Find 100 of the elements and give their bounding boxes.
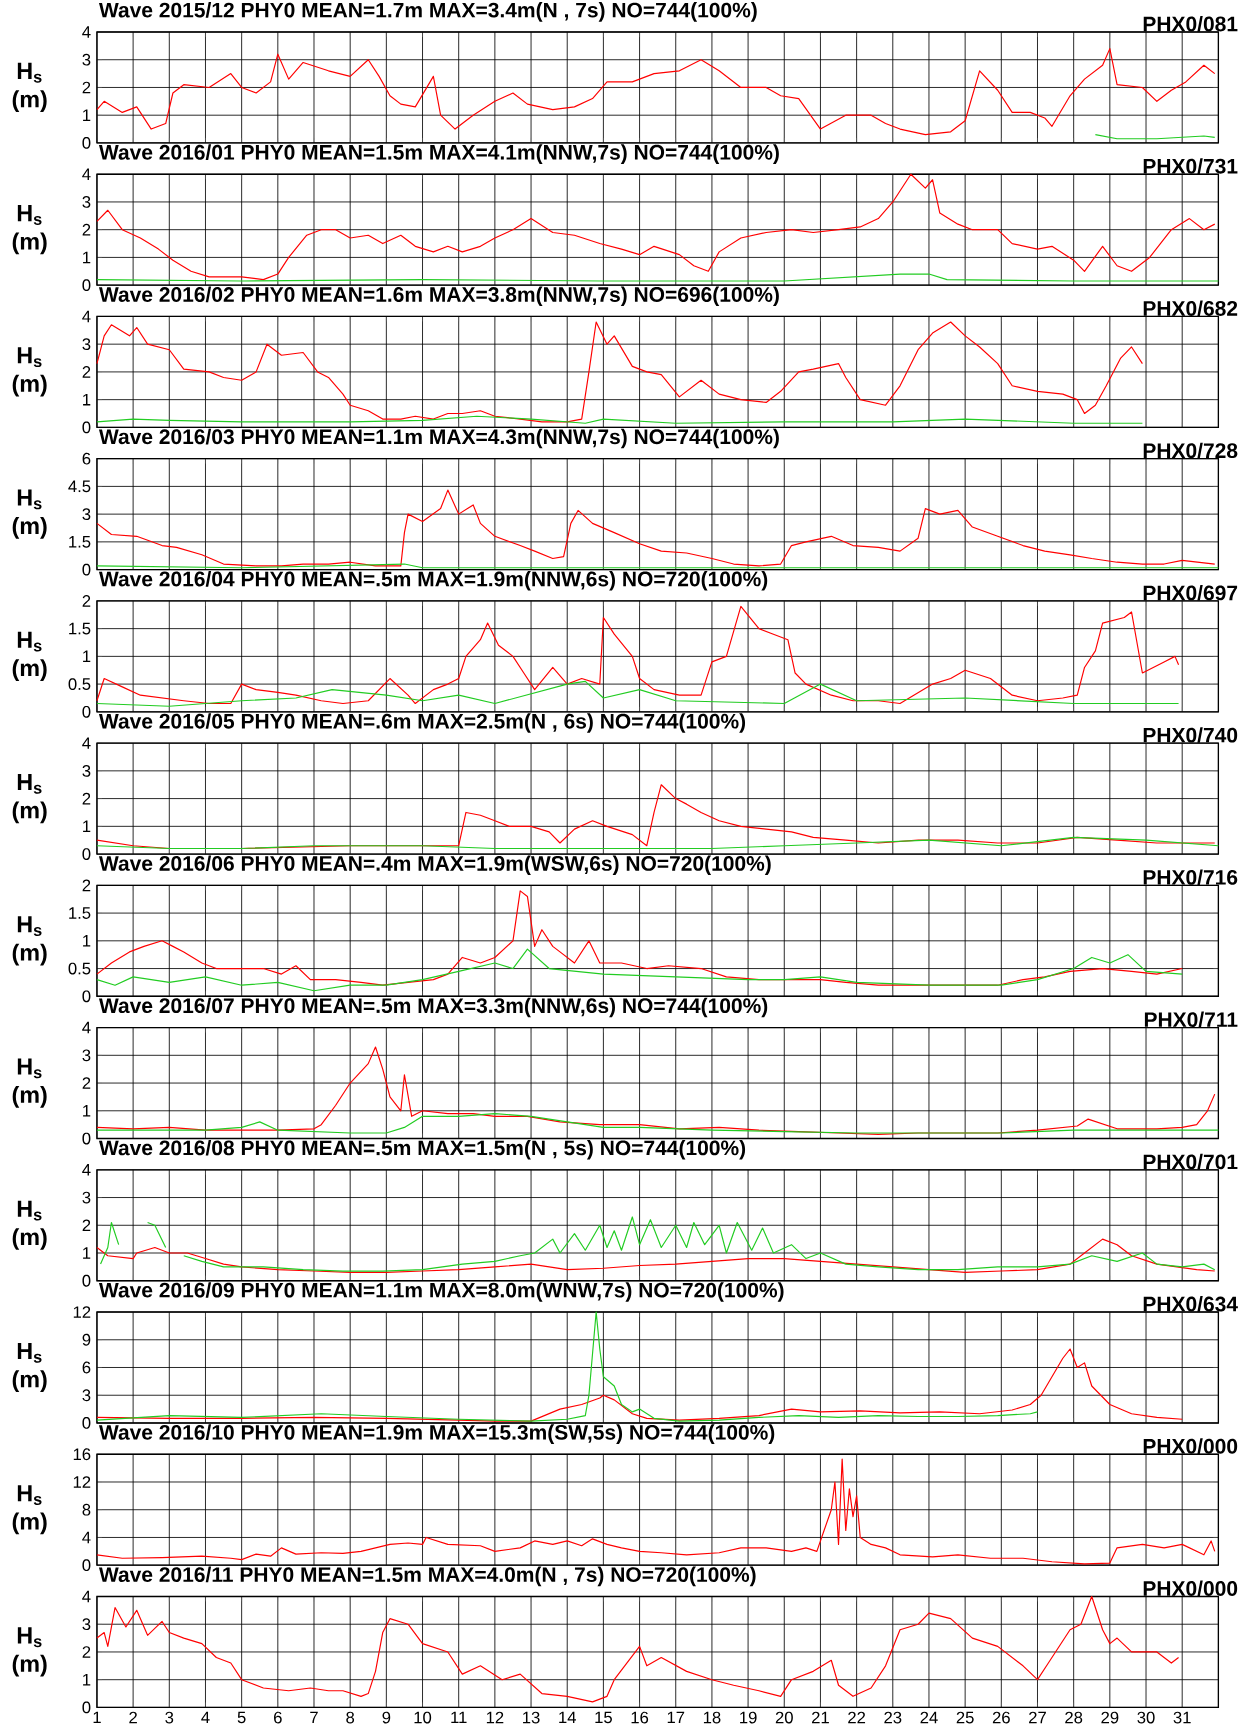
y-tick-label: 0 (82, 1559, 91, 1572)
chart-subtitle: PHX0/740 (1143, 727, 1237, 743)
x-tick-label: 19 (739, 1711, 757, 1724)
y-tick-label: 2 (82, 1646, 91, 1658)
y-tick-label: 0 (82, 1417, 91, 1429)
y-tick-label: 3 (82, 196, 91, 208)
x-tick-label: 9 (382, 1711, 391, 1724)
x-tick-label: 25 (956, 1711, 974, 1724)
y-tick-label: 4 (82, 1021, 91, 1034)
chart-subtitle: PHX0/000 (1143, 1580, 1237, 1597)
chart-subtitle: PHX0/682 (1143, 300, 1237, 317)
y-tick-label: 4 (82, 737, 91, 749)
x-tick-label: 8 (346, 1711, 354, 1724)
y-tick-label: 3 (82, 1191, 91, 1204)
y-tick-label: 0.5 (68, 678, 91, 690)
chart-title: Wave 2015/12 PHY0 MEAN=1.7m MAX=3.4m(N , 7s) NO=744(100%) (98, 2, 757, 22)
y-tick-label: 0 (82, 705, 91, 718)
y-axis-title: H$_{s}$ (m) (12, 631, 47, 681)
y-tick-label: 3 (82, 338, 91, 351)
x-tick-label: 27 (1028, 1711, 1046, 1724)
y-tick-label: 6 (82, 452, 91, 465)
chart-subtitle: PHX0/000 (1143, 1438, 1237, 1454)
chart-subtitle: PHX0/081 (1143, 16, 1238, 32)
line-series (96, 680, 1179, 707)
y-tick-label: 1 (82, 1247, 91, 1259)
y-tick-label: 3 (82, 764, 91, 777)
x-tick-label: 10 (414, 1711, 431, 1724)
chart-title: Wave 2016/01 PHY0 MEAN=1.5m MAX=4.1m(NNW,7s) NO=744(100%) (98, 144, 779, 164)
y-tick-label: 2 (82, 879, 91, 892)
y-tick-label: 4 (82, 1590, 91, 1603)
y-tick-label: 0 (82, 279, 91, 292)
chart-title: Wave 2016/10 PHY0 MEAN=1.9m MAX=15.3m(SW,5s) NO=744(100%) (98, 1424, 775, 1444)
y-tick-label: 0 (82, 990, 91, 1003)
x-tick-label: 24 (920, 1711, 938, 1724)
x-tick-label: 7 (310, 1711, 318, 1724)
y-tick-label: 1.5 (69, 622, 91, 635)
x-tick-label: 31 (1173, 1711, 1191, 1724)
y-axis-title: H$_{s}$ (m) (12, 1485, 47, 1535)
y-tick-label: 0 (82, 563, 91, 576)
x-tick-label: 18 (703, 1711, 721, 1724)
chart-title: Wave 2016/05 PHY0 MEAN=.6m MAX=2.5m(N , 6s) NO=744(100%) (98, 713, 745, 733)
y-tick-label: 1.5 (69, 907, 91, 919)
y-axis-title: H$_{s}$ (m) (12, 205, 47, 255)
line-series (96, 1458, 1216, 1565)
y-tick-label: 3 (82, 508, 91, 521)
y-axis-title: H$_{s}$ (m) (12, 347, 47, 397)
y-tick-label: 4 (82, 1164, 91, 1176)
x-tick-label: 14 (559, 1711, 576, 1724)
y-tick-label: 4 (82, 1531, 91, 1544)
x-tick-label: 20 (775, 1711, 793, 1724)
y-axis-title: H$_{s}$ (m) (12, 62, 47, 113)
y-tick-label: 3 (82, 1618, 91, 1631)
y-tick-label: 0 (82, 848, 91, 860)
chart-subtitle: PHX0/711 (1144, 1011, 1238, 1028)
x-tick-label: 11 (451, 1711, 467, 1724)
line-series (96, 1311, 1038, 1422)
chart-title: Wave 2016/06 PHY0 MEAN=.4m MAX=1.9m(WSW,6s) NO=720(100%) (98, 855, 771, 876)
chart-subtitle: PHX0/728 (1143, 442, 1238, 459)
x-tick-label: 21 (811, 1711, 829, 1724)
y-tick-label: 12 (73, 1306, 91, 1318)
chart-title: Wave 2016/09 PHY0 MEAN=1.1m MAX=8.0m(WNW,7s) NO=720(100%) (98, 1282, 784, 1302)
y-tick-label: 0.5 (68, 962, 91, 975)
y-tick-label: 0 (82, 1274, 91, 1287)
x-tick-label: 15 (595, 1711, 612, 1724)
chart-title: Wave 2016/02 PHY0 MEAN=1.6m MAX=3.8m(NNW,7s) NO=696(100%) (98, 286, 779, 307)
y-axis-title: H$_{s}$ (m) (12, 916, 47, 966)
x-tick-label: 17 (667, 1711, 685, 1724)
y-tick-label: 3 (82, 1049, 91, 1062)
y-tick-label: 2 (82, 595, 91, 607)
y-tick-label: 1 (82, 820, 91, 833)
y-tick-label: 0 (82, 421, 91, 434)
x-tick-label: 28 (1065, 1711, 1083, 1724)
x-tick-label: 30 (1137, 1711, 1155, 1724)
chart-title: Wave 2016/04 PHY0 MEAN=.5m MAX=1.9m(NNW,6s) NO=720(100%) (98, 571, 768, 591)
chart-title: Wave 2016/07 PHY0 MEAN=.5m MAX=3.3m(NNW,6s) NO=744(100%) (98, 997, 768, 1018)
x-tick-label: 1 (93, 1711, 101, 1724)
y-tick-label: 0 (82, 1132, 91, 1145)
x-tick-label: 22 (848, 1711, 865, 1724)
y-tick-label: 3 (82, 1389, 91, 1402)
x-tick-label: 6 (273, 1711, 282, 1724)
y-axis-title: H$_{s}$ (m) (12, 1058, 47, 1108)
line-series (96, 415, 1143, 424)
line-series (96, 173, 1216, 281)
chart-subtitle: PHX0/731 (1143, 158, 1238, 174)
x-tick-label: 3 (165, 1711, 174, 1724)
y-tick-label: 1 (82, 935, 91, 947)
y-tick-label: 1 (82, 393, 91, 406)
y-tick-label: 1.5 (69, 536, 91, 548)
chart-subtitle: PHX0/697 (1143, 584, 1237, 601)
line-series (96, 48, 1216, 136)
x-tick-label: 2 (129, 1711, 137, 1724)
y-tick-label: 4 (82, 26, 91, 38)
chart-title: Wave 2016/11 PHY0 MEAN=1.5m MAX=4.0m(N , 7s) NO=720(100%) (98, 1566, 756, 1587)
x-tick-label: 13 (522, 1711, 540, 1724)
y-tick-label: 4.5 (68, 480, 91, 493)
y-tick-label: 1 (82, 251, 91, 264)
y-tick-label: 1 (82, 1673, 91, 1686)
y-tick-label: 2 (82, 792, 91, 805)
chart-subtitle: PHX0/701 (1143, 1153, 1238, 1170)
x-tick-label: 26 (992, 1711, 1010, 1724)
